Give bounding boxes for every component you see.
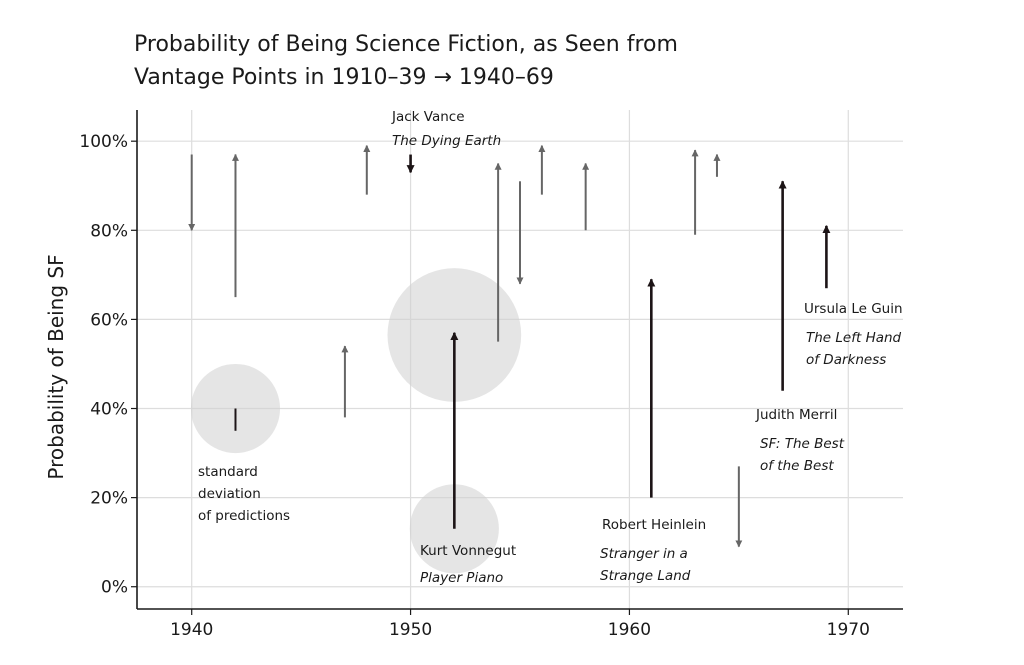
annotation-robert-heinlein-name-line: Robert Heinlein [602,517,706,533]
annotation-ursula-le-guin-title-line: The Left Hand [806,330,902,346]
annotation-jack-vance: Jack Vance The Dying Earth [391,109,501,149]
grid [137,110,903,609]
annotation-ursula-le-guin-title-line: of Darkness [806,352,886,368]
axes: 1940 1950 1960 1970 0% 20% 40% 60% 80% 100% [79,110,903,640]
annotations: Jack Vance The Dying Earth Kurt Vonnegut Pl… [198,109,903,586]
annotation-standard-deviation-line: of predictions [198,508,290,524]
annotation-robert-heinlein-name: Robert Heinlein [602,517,706,533]
arrows [188,144,831,548]
y-tick-label: 100% [79,132,128,152]
annotation-judith-merril-title-line: SF: The Best [760,436,845,452]
y-tick-label: 40% [90,400,128,420]
annotation-robert-heinlein-title: Stranger in a Strange Land [600,546,691,584]
annotation-robert-heinlein-title-line: Stranger in a [600,546,688,562]
annotation-standard-deviation: standard deviation of predictions [198,464,290,524]
annotation-kurt-vonnegut-line: Kurt Vonnegut [420,543,516,559]
annotation-kurt-vonnegut-line: Player Piano [420,570,503,586]
y-tick-label: 60% [90,310,128,330]
annotation-robert-heinlein-title-line: Strange Land [600,568,691,584]
y-axis-label: Probability of Being SF [44,254,68,479]
chart-title: Probability of Being Science Fiction, as… [134,28,678,94]
annotation-jack-vance-line: The Dying Earth [392,133,501,149]
x-tick-label: 1940 [170,620,213,640]
annotation-kurt-vonnegut: Kurt Vonnegut Player Piano [420,543,516,586]
annotation-judith-merril-name-line: Judith Merril [755,407,837,423]
annotation-ursula-le-guin-name: Ursula Le Guin [804,301,903,317]
annotation-ursula-le-guin-name-line: Ursula Le Guin [804,301,903,317]
y-tick-label: 0% [101,578,128,598]
chart-title-line-1: Probability of Being Science Fiction, as… [134,32,678,57]
uncertainty-circles [190,268,522,574]
annotation-judith-merril-title-line: of the Best [760,458,834,474]
annotation-jack-vance-line: Jack Vance [391,109,465,125]
annotation-standard-deviation-line: deviation [198,486,261,502]
annotation-judith-merril-name: Judith Merril [755,407,837,423]
y-tick-label: 80% [90,221,128,241]
x-tick-label: 1970 [827,620,870,640]
annotation-judith-merril-title: SF: The Best of the Best [760,436,845,474]
x-tick-label: 1950 [389,620,432,640]
x-tick-label: 1960 [608,620,651,640]
annotation-standard-deviation-line: standard [198,464,258,480]
y-tick-label: 20% [90,489,128,509]
chart-title-line-2: Vantage Points in 1910–39 → 1940–69 [134,65,554,90]
annotation-ursula-le-guin-title: The Left Hand of Darkness [806,330,902,368]
